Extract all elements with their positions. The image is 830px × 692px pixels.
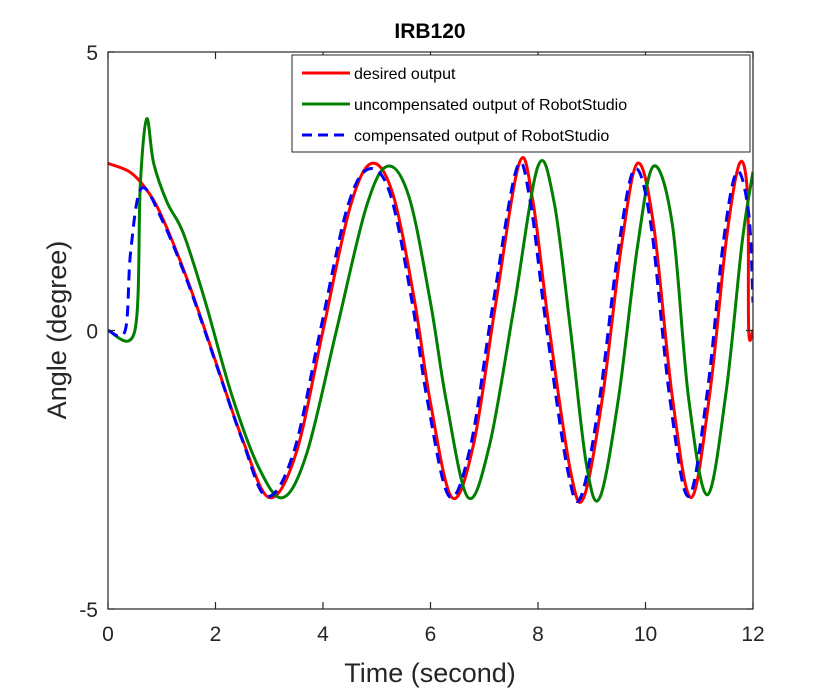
x-tick-label: 0: [102, 623, 114, 646]
y-tick-label: 0: [86, 321, 98, 344]
series-line-3: [108, 161, 753, 503]
legend-box: [291, 54, 751, 153]
x-tick-label: 12: [741, 623, 764, 646]
series-layer: [108, 117, 753, 504]
chart-title: IRB120: [394, 20, 465, 43]
x-tick-label: 10: [634, 623, 657, 646]
x-tick-label: 2: [210, 623, 222, 646]
x-tick-label: 4: [317, 623, 329, 646]
y-tick-label: 5: [86, 42, 98, 65]
series-line-2: [108, 117, 753, 503]
legend: desired output uncompensated output of Ro…: [291, 54, 751, 153]
x-tick-label: 8: [532, 623, 544, 646]
series-line-1: [108, 156, 753, 504]
legend-label-2: uncompensated output of RobotStudio: [354, 97, 627, 114]
ticks-layer: 0 2 4 6 8 10 12-505: [79, 42, 764, 646]
x-tick-label: 6: [425, 623, 437, 646]
y-tick-label: -5: [79, 599, 98, 622]
y-axis-label: Angle (degree): [42, 241, 72, 420]
legend-label-1: desired output: [354, 66, 456, 83]
legend-label-3: compensated output of RobotStudio: [354, 128, 609, 145]
x-axis-label: Time (second): [344, 658, 516, 688]
